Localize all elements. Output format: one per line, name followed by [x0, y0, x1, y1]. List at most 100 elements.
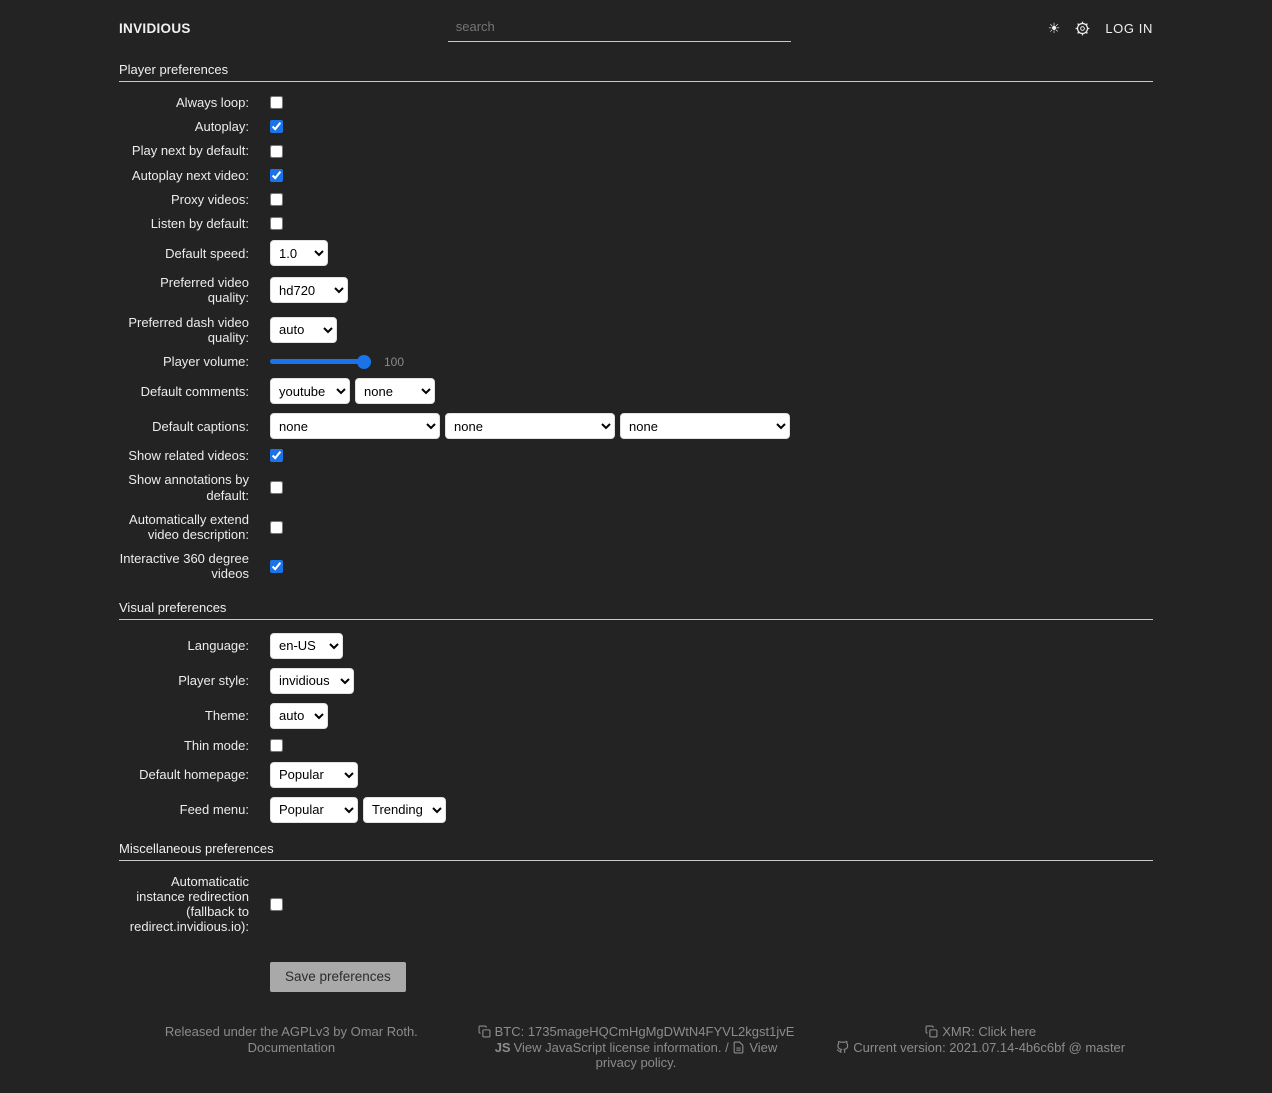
footer-separator: /	[725, 1039, 729, 1055]
xmr-prefix: XMR:	[942, 1023, 979, 1039]
captions-third-select[interactable]: none	[620, 413, 790, 440]
always-loop-checkbox[interactable]	[270, 96, 283, 110]
autoplay-next-checkbox[interactable]	[270, 168, 283, 182]
pref-row-language: Language: en-US	[119, 632, 1153, 659]
pref-label: Theme:	[204, 708, 249, 724]
pref-row-annotations: Show annotations by default:	[119, 472, 1153, 503]
player-volume-slider[interactable]	[270, 354, 371, 369]
autoplay-checkbox[interactable]	[270, 120, 283, 134]
invidious-logo[interactable]: INVIDIOUS	[119, 20, 191, 36]
js-license-link[interactable]: View JavaScript license information.	[513, 1039, 722, 1055]
thin-mode-checkbox[interactable]	[270, 738, 283, 752]
pref-row-default-homepage: Default homepage: Popular	[119, 761, 1153, 788]
pref-label: Play next by default:	[131, 143, 249, 159]
pref-row-theme: Theme: auto	[119, 702, 1153, 729]
clipboard-icon	[478, 1025, 491, 1038]
gear-icon[interactable]	[1075, 21, 1090, 36]
pref-row-related-videos: Show related videos:	[119, 448, 1153, 463]
play-next-checkbox[interactable]	[270, 144, 283, 158]
login-link[interactable]: LOG IN	[1105, 20, 1153, 36]
sun-icon[interactable]: ☀	[1047, 20, 1061, 36]
top-navbar: INVIDIOUS ☀ LOG IN	[119, 0, 1153, 44]
divider	[119, 81, 1153, 82]
license-text: Released under the AGPLv3 by Omar Roth.	[164, 1023, 418, 1039]
pref-label: Autoplay:	[194, 119, 249, 135]
js-icon: JS	[494, 1039, 511, 1055]
current-version-link[interactable]: Current version: 2021.07.14-4b6c6bf @ ma…	[853, 1039, 1126, 1055]
pref-row-proxy-videos: Proxy videos:	[119, 192, 1153, 207]
pref-row-listen-default: Listen by default:	[119, 216, 1153, 231]
pref-label: Autoplay next video:	[131, 167, 249, 183]
comments-primary-select[interactable]: youtube	[270, 378, 350, 405]
pref-label: Default comments:	[140, 383, 249, 399]
proxy-videos-checkbox[interactable]	[270, 192, 283, 206]
pref-label: Preferred dash video quality:	[128, 314, 249, 345]
documentation-link[interactable]: Documentation	[247, 1039, 336, 1055]
btc-address[interactable]: BTC: 1735mageHQCmHgMgDWtN4FYVL2kgst1jvE	[494, 1023, 795, 1039]
pref-label: Language:	[187, 638, 249, 654]
pref-label: Default speed:	[165, 245, 249, 261]
search-input[interactable]	[447, 14, 791, 42]
video-quality-select[interactable]: hd720	[270, 277, 348, 304]
annotations-checkbox[interactable]	[270, 481, 283, 495]
save-preferences-button[interactable]: Save preferences	[270, 961, 406, 992]
divider	[119, 618, 1153, 620]
footer-license-column: Released under the AGPLv3 by Omar Roth. …	[119, 1024, 464, 1072]
default-homepage-select[interactable]: Popular	[270, 761, 358, 788]
pref-row-default-speed: Default speed: 1.0	[119, 240, 1153, 267]
extend-description-checkbox[interactable]	[270, 520, 283, 534]
pref-row-feed-menu: Feed menu: Popular Trending	[119, 796, 1153, 823]
pref-label: Feed menu:	[179, 802, 249, 818]
pref-label: Thin mode:	[183, 737, 249, 753]
pref-row-default-captions: Default captions: none none none	[119, 413, 1153, 440]
pref-label: Automaticatic instance redirection (fall…	[129, 873, 249, 935]
captions-first-select[interactable]: none	[270, 413, 440, 440]
pref-label: Listen by default:	[150, 216, 249, 232]
pref-row-360-videos: Interactive 360 degree videos	[119, 551, 1153, 581]
section-title-misc: Miscellaneous preferences	[119, 840, 274, 856]
pref-row-player-volume: Player volume: 100	[119, 354, 1153, 369]
interactive-360-checkbox[interactable]	[270, 559, 283, 573]
footer: Released under the AGPLv3 by Omar Roth. …	[119, 1024, 1153, 1093]
theme-select[interactable]: auto	[270, 702, 328, 729]
feed-menu-first-select[interactable]: Popular	[270, 796, 358, 823]
pref-row-play-next: Play next by default:	[119, 143, 1153, 158]
comments-secondary-select[interactable]: none	[355, 378, 435, 405]
feed-menu-second-select[interactable]: Trending	[363, 796, 446, 823]
pref-row-thin-mode: Thin mode:	[119, 738, 1153, 753]
pref-label: Show annotations by default:	[128, 472, 249, 503]
pref-label: Show related videos:	[128, 448, 249, 464]
pref-label: Automatically extend video description:	[129, 511, 249, 543]
section-title-player: Player preferences	[119, 62, 229, 77]
section-title-visual: Visual preferences	[119, 599, 227, 615]
pref-label: Interactive 360 degree videos	[119, 551, 249, 582]
search-box	[447, 14, 791, 42]
default-speed-select[interactable]: 1.0	[270, 240, 328, 267]
clipboard-icon	[925, 1025, 938, 1038]
footer-donate-column: BTC: 1735mageHQCmHgMgDWtN4FYVL2kgst1jvE …	[464, 1024, 809, 1072]
page-container: INVIDIOUS ☀ LOG IN Playe	[119, 0, 1153, 1093]
instance-redirect-checkbox[interactable]	[270, 897, 283, 911]
pref-row-extend-description: Automatically extend video description:	[119, 512, 1153, 542]
related-videos-checkbox[interactable]	[270, 449, 283, 463]
pref-row-default-comments: Default comments: youtube none	[119, 378, 1153, 405]
pref-row-player-style: Player style: invidious	[119, 667, 1153, 694]
pref-row-dash-quality: Preferred dash video quality: auto	[119, 315, 1153, 345]
pref-label: Preferred video quality:	[160, 275, 249, 306]
pref-row-always-loop: Always loop:	[119, 95, 1153, 110]
pref-row-autoplay: Autoplay:	[119, 119, 1153, 134]
navbar-actions: ☀ LOG IN	[1048, 21, 1153, 36]
github-icon	[837, 1040, 849, 1053]
pref-label: Player volume:	[163, 354, 249, 370]
listen-default-checkbox[interactable]	[270, 217, 283, 231]
pref-row-video-quality: Preferred video quality: hd720	[119, 275, 1153, 305]
footer-version-column: XMR: Click here Current version: 2021.07…	[808, 1024, 1153, 1072]
player-style-select[interactable]: invidious	[270, 667, 354, 694]
xmr-link[interactable]: Click here	[978, 1023, 1037, 1039]
captions-second-select[interactable]: none	[445, 413, 615, 440]
pref-label: Always loop:	[176, 95, 249, 110]
pref-label: Default homepage:	[139, 767, 249, 783]
dash-quality-select[interactable]: auto	[270, 316, 337, 343]
language-select[interactable]: en-US	[270, 632, 343, 659]
divider	[119, 859, 1153, 861]
